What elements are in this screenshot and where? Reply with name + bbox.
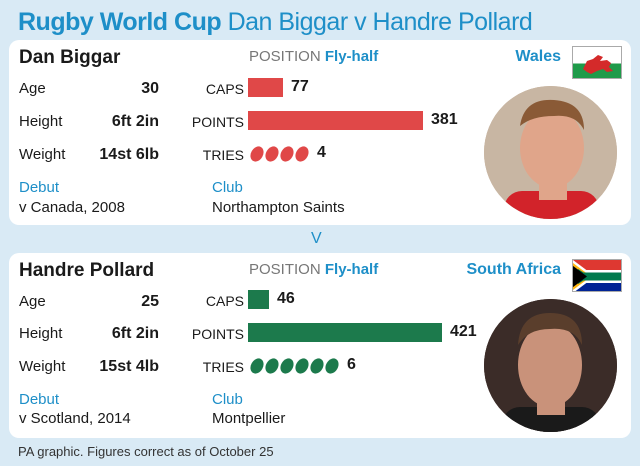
age-label: Age: [19, 293, 46, 310]
tries-label: TRIES: [202, 147, 244, 163]
rugby-ball-icon: [277, 144, 297, 164]
points-value: 381: [431, 111, 458, 128]
position-label: POSITION: [249, 48, 321, 65]
wales-flag-icon: [572, 46, 622, 79]
rugby-ball-icon: [322, 356, 342, 376]
rugby-ball-icon: [262, 356, 282, 376]
position-value: Fly-half: [324, 261, 379, 278]
country-name: South Africa: [466, 261, 561, 278]
height-value: 6ft 2in: [111, 325, 159, 342]
caps-label: CAPS: [205, 293, 244, 309]
south-africa-flag-icon: [572, 259, 622, 292]
age-label: Age: [19, 80, 46, 97]
player-photo: [484, 86, 617, 219]
title-matchup: Dan Biggar v Handre Pollard: [227, 8, 533, 36]
club-label: Club: [212, 391, 243, 408]
points-label: POINTS: [191, 114, 244, 130]
club-value: Northampton Saints: [212, 199, 345, 216]
rugby-ball-icon: [307, 356, 327, 376]
player-name: Handre Pollard: [19, 260, 155, 281]
height-label: Height: [19, 325, 63, 342]
position-line: POSITION Fly-half: [249, 261, 378, 278]
caps-bar: [248, 78, 283, 97]
caps-label: CAPS: [205, 81, 244, 97]
rugby-ball-icon: [247, 144, 267, 164]
age-value: 30: [141, 80, 159, 97]
versus-label: V: [311, 230, 322, 247]
country-name: Wales: [515, 48, 561, 65]
graphic-title: Rugby World Cup Dan Biggar v Handre Poll…: [18, 8, 533, 37]
rugby-ball-icon: [247, 356, 267, 376]
height-value: 6ft 2in: [111, 113, 159, 130]
player-card-biggar: Dan Biggar POSITION Fly-half Wales Age 3…: [9, 40, 631, 225]
player-card-pollard: Handre Pollard POSITION Fly-half South A…: [9, 253, 631, 438]
points-value: 421: [450, 323, 477, 340]
points-bar: [248, 111, 423, 130]
debut-value: v Canada, 2008: [19, 199, 125, 216]
age-value: 25: [141, 293, 159, 310]
debut-value: v Scotland, 2014: [19, 410, 131, 427]
tries-icons: [247, 356, 342, 376]
club-value: Montpellier: [212, 410, 286, 427]
tries-label: TRIES: [202, 359, 244, 375]
tries-value: 4: [317, 144, 326, 161]
position-value: Fly-half: [324, 48, 379, 65]
weight-value: 15st 4lb: [99, 358, 159, 375]
points-label: POINTS: [191, 326, 244, 342]
caps-value: 46: [277, 290, 295, 307]
club-label: Club: [212, 179, 243, 196]
caps-bar: [248, 290, 269, 309]
weight-label: Weight: [19, 146, 66, 163]
debut-label: Debut: [19, 391, 60, 408]
tries-value: 6: [347, 356, 356, 373]
position-label: POSITION: [249, 261, 321, 278]
title-event: Rugby World Cup: [18, 8, 222, 36]
player-name: Dan Biggar: [19, 47, 121, 68]
tries-icons: [247, 144, 312, 164]
rugby-ball-icon: [292, 356, 312, 376]
debut-label: Debut: [19, 179, 60, 196]
player-photo: [484, 299, 617, 432]
rugby-ball-icon: [277, 356, 297, 376]
position-line: POSITION Fly-half: [249, 48, 378, 65]
weight-value: 14st 6lb: [99, 146, 159, 163]
weight-label: Weight: [19, 358, 66, 375]
rugby-ball-icon: [262, 144, 282, 164]
caps-value: 77: [291, 78, 309, 95]
height-label: Height: [19, 113, 63, 130]
points-bar: [248, 323, 442, 342]
footnote: PA graphic. Figures correct as of Octobe…: [18, 444, 274, 459]
rugby-ball-icon: [292, 144, 312, 164]
